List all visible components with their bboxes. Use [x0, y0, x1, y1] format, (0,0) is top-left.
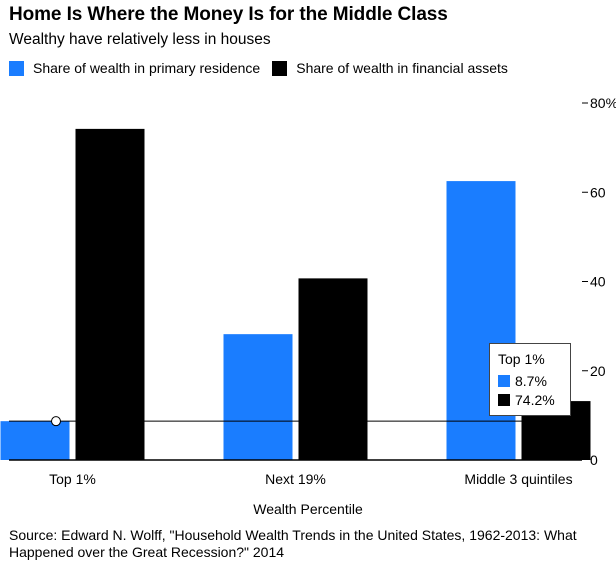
bar-residence[interactable] — [223, 334, 293, 460]
hover-tooltip: Top 1% 8.7% 74.2% — [489, 343, 571, 416]
bar-financial[interactable] — [298, 278, 368, 460]
tooltip-title: Top 1% — [498, 351, 545, 367]
tooltip-swatch-financial — [498, 394, 510, 406]
bar-residence[interactable] — [0, 421, 70, 460]
chart-subtitle: Wealthy have relatively less in houses — [9, 31, 271, 48]
chart-title: Home Is Where the Money Is for the Middl… — [9, 4, 448, 25]
x-category-label: Top 1% — [49, 471, 96, 487]
hover-marker — [51, 416, 61, 427]
x-axis-label: Wealth Percentile — [253, 501, 363, 517]
tooltip-value-financial: 74.2% — [515, 392, 555, 408]
source-note: Source: Edward N. Wolff, "Household Weal… — [9, 527, 577, 560]
y-tick-label: 40 — [590, 274, 606, 290]
y-tick-label: 0 — [590, 452, 598, 468]
tooltip-row-residence: 8.7% — [498, 373, 562, 389]
x-category-label: Next 19% — [265, 471, 326, 487]
legend-swatch-financial — [272, 60, 288, 76]
x-category-label: Middle 3 quintiles — [464, 471, 572, 487]
y-tick-label: 20 — [590, 363, 606, 379]
legend-label-residence: Share of wealth in primary residence — [33, 60, 261, 76]
tooltip-value-residence: 8.7% — [515, 373, 547, 389]
bar-financial[interactable] — [75, 128, 145, 460]
tooltip-row-financial: 74.2% — [498, 392, 562, 408]
y-tick-label: 60 — [590, 184, 606, 200]
legend-item-residence[interactable]: Share of wealth in primary residence — [9, 60, 260, 76]
legend: Share of wealth in primary residence Sha… — [9, 60, 520, 76]
legend-label-financial: Share of wealth in financial assets — [296, 60, 508, 76]
legend-item-financial[interactable]: Share of wealth in financial assets — [272, 60, 508, 76]
bar-residence[interactable] — [446, 181, 516, 460]
tooltip-swatch-residence — [498, 375, 510, 387]
y-tick-label: 80% — [590, 95, 616, 111]
legend-swatch-residence — [9, 60, 24, 76]
